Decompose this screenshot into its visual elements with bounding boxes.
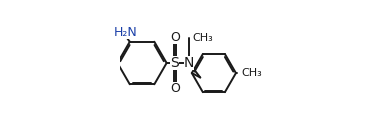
Text: O: O (170, 31, 180, 44)
Text: N: N (184, 56, 194, 70)
Text: CH₃: CH₃ (242, 68, 262, 78)
Text: H₂N: H₂N (113, 26, 137, 39)
Text: CH₃: CH₃ (192, 33, 213, 43)
Text: S: S (171, 56, 179, 70)
Text: O: O (170, 82, 180, 95)
